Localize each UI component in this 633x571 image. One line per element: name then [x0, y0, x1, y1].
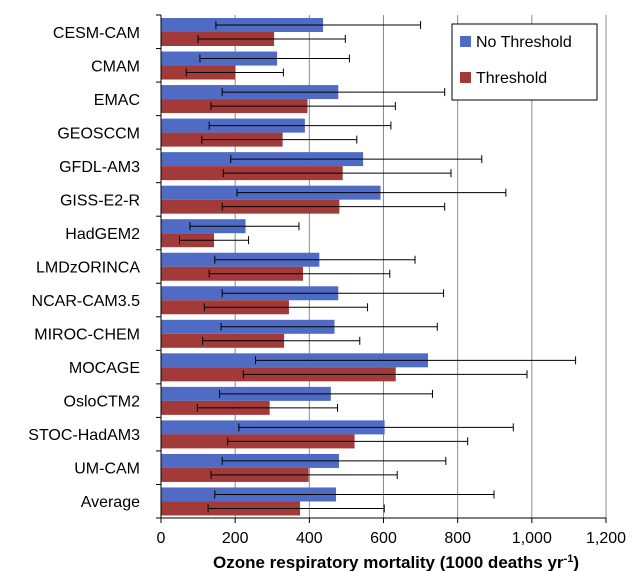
x-tick-label: 400	[296, 530, 323, 547]
category-label: GISS-E2-R	[60, 192, 140, 209]
x-tick-labels: 0 200 400 600 800 1,000 1,200	[157, 530, 627, 547]
error-bars	[179, 21, 577, 513]
category-label: OsloCTM2	[64, 394, 141, 411]
category-label: LMDzORINCA	[36, 260, 140, 277]
category-label: MOCAGE	[69, 360, 140, 377]
category-label: CMAM	[91, 58, 140, 75]
category-label: EMAC	[94, 92, 140, 109]
legend-swatch	[460, 36, 471, 47]
x-axis-title-superscript: -1	[564, 553, 574, 565]
category-labels: CESM-CAM CMAM EMAC GEOSCCM GFDL-AM3 GISS-E2-R…	[28, 25, 140, 511]
category-label: CESM-CAM	[53, 25, 140, 42]
legend-label: No Threshold	[476, 34, 572, 51]
bars	[161, 18, 428, 516]
x-tick-label: 1,200	[586, 530, 626, 547]
axes	[156, 14, 607, 523]
category-label: GEOSCCM	[57, 125, 140, 142]
x-tick-label: 800	[444, 530, 471, 547]
legend-box	[451, 23, 598, 101]
category-label: STOC-HadAM3	[28, 427, 140, 444]
x-tick-label: 200	[222, 530, 249, 547]
x-axis-title: Ozone respiratory mortality (1000 deaths…	[213, 553, 579, 571]
category-label: Average	[81, 494, 140, 511]
legend-swatch	[460, 72, 471, 83]
x-tick-label: 1,000	[512, 530, 552, 547]
category-label: GFDL-AM3	[59, 159, 140, 176]
category-label: NCAR-CAM3.5	[32, 293, 141, 310]
x-tick-label: 600	[370, 530, 397, 547]
category-label: HadGEM2	[65, 226, 140, 243]
category-label: UM-CAM	[74, 461, 140, 478]
x-tick-label: 0	[157, 530, 166, 547]
legend: No Threshold Threshold	[451, 23, 598, 101]
legend-label: Threshold	[476, 70, 547, 87]
category-label: MIROC-CHEM	[34, 327, 140, 344]
